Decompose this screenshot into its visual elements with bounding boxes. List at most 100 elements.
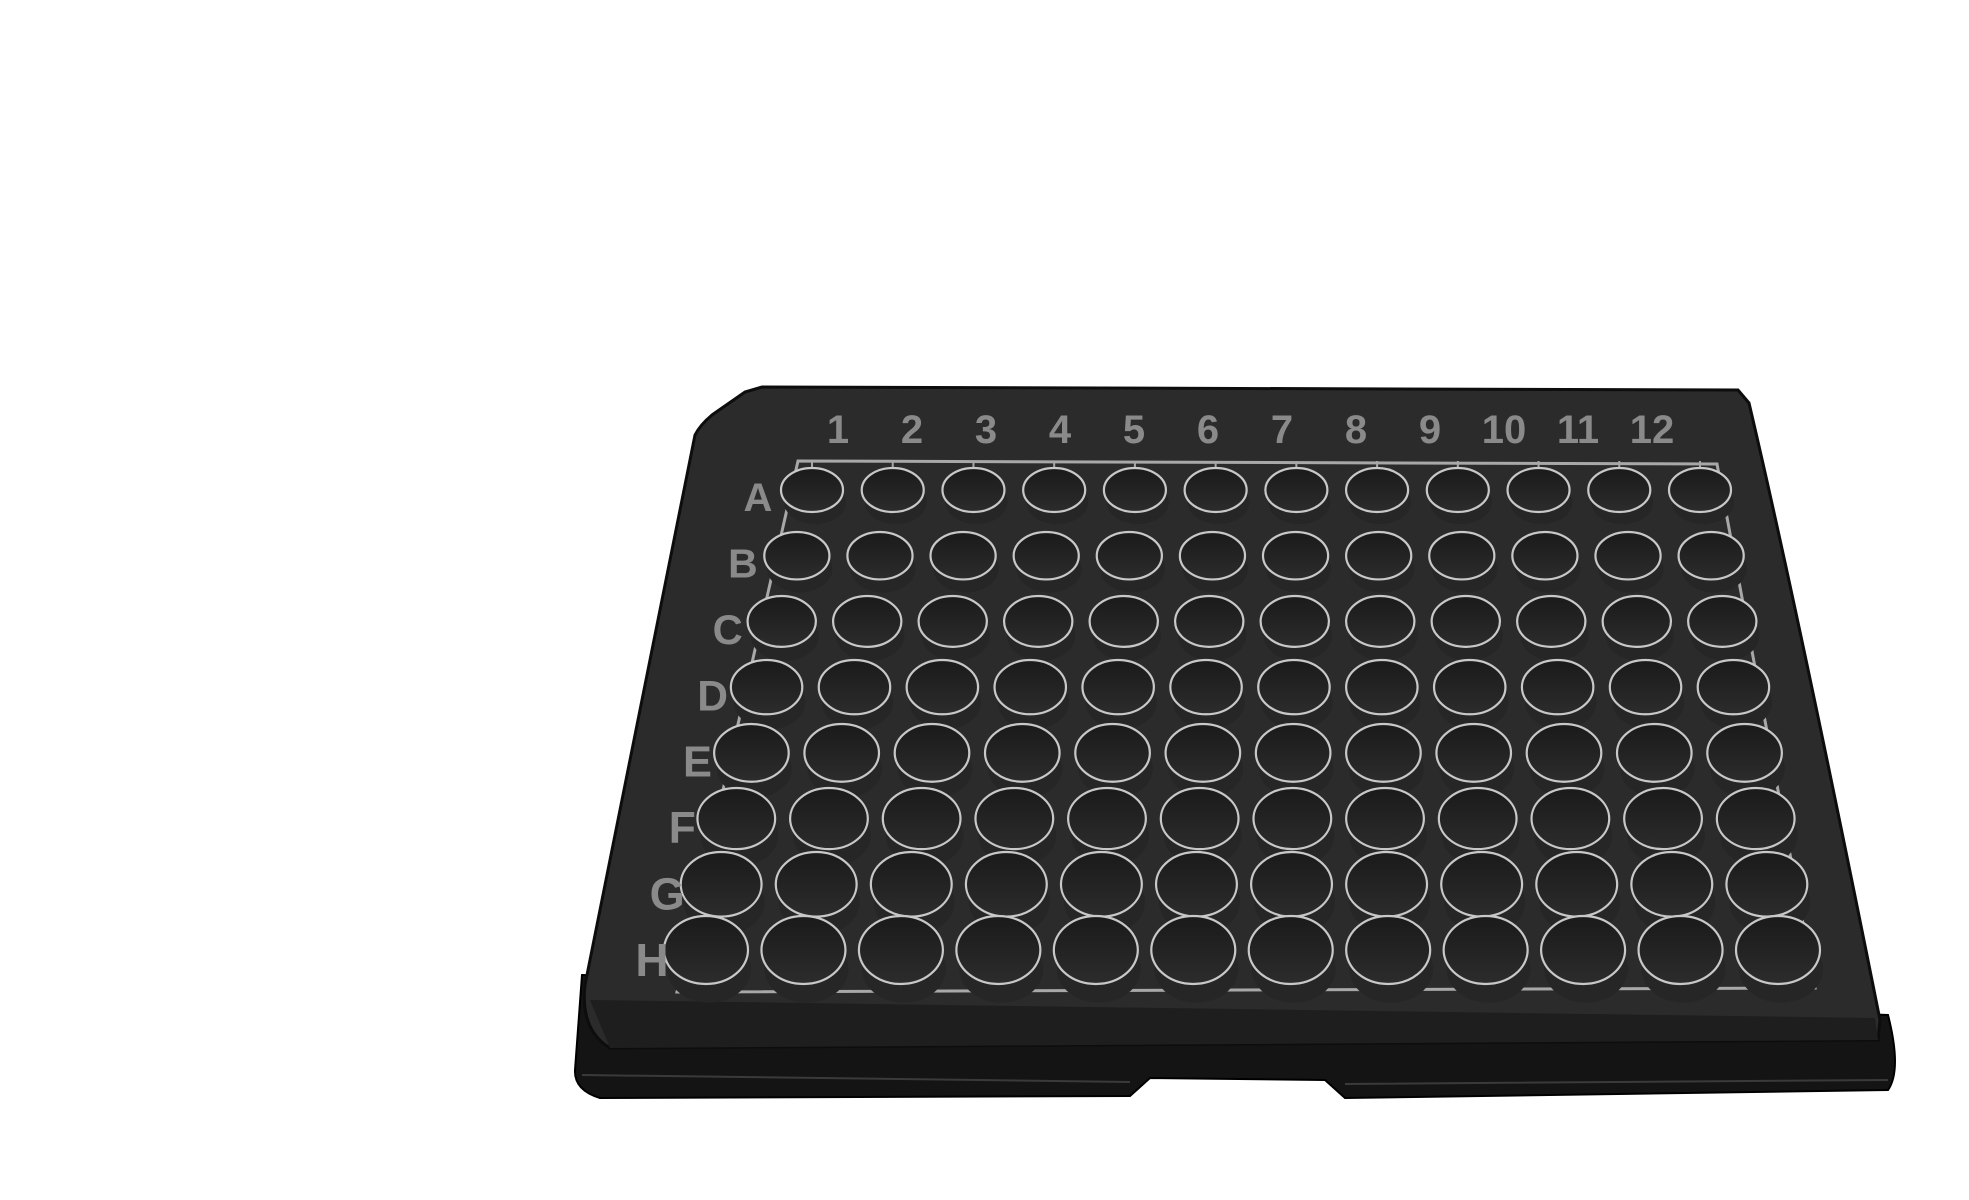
well-rim (831, 594, 903, 648)
well-rim (779, 466, 845, 514)
row-label-A: A (744, 476, 773, 520)
well-rim (1261, 530, 1330, 581)
well-B5 (1095, 530, 1165, 593)
well-C6 (1174, 594, 1247, 661)
well-D12 (1696, 658, 1773, 730)
row-label-F: F (669, 804, 696, 853)
well-E9 (1435, 722, 1514, 798)
well-H5 (1052, 914, 1141, 1003)
well-E5 (1074, 722, 1153, 798)
column-label-3: 3 (975, 408, 997, 452)
well-rim (1183, 466, 1248, 514)
well-rim (662, 914, 750, 986)
well-F11 (1623, 786, 1705, 866)
well-B4 (1012, 530, 1082, 593)
well-H2 (760, 914, 849, 1003)
well-A5 (1102, 466, 1169, 525)
well-D4 (993, 658, 1069, 730)
well-H9 (1442, 914, 1531, 1003)
well-rim (1159, 786, 1240, 851)
row-label-G: G (650, 869, 685, 920)
well-rim (1002, 594, 1074, 648)
well-rim (1520, 658, 1595, 716)
well-rim (1345, 658, 1419, 716)
well-E6 (1164, 722, 1244, 798)
well-rim (1169, 658, 1243, 716)
well-rim (974, 786, 1055, 851)
well-rim (1677, 530, 1745, 581)
well-B9 (1428, 530, 1498, 593)
well-rim (729, 658, 804, 716)
well-rim (1725, 850, 1809, 918)
well-E8 (1345, 722, 1424, 798)
well-C9 (1430, 594, 1503, 661)
well-rim (929, 530, 997, 581)
well-F8 (1345, 786, 1427, 866)
well-rim (917, 594, 988, 648)
well-D5 (1081, 658, 1157, 730)
well-rim (964, 850, 1048, 918)
row-label-C: C (713, 606, 743, 653)
row-label-D: D (697, 672, 728, 720)
well-H4 (955, 914, 1044, 1003)
column-label-1: 1 (827, 408, 849, 452)
well-rim (1250, 850, 1334, 918)
well-rim (983, 722, 1061, 783)
row-label-E: E (683, 739, 712, 787)
plate-skirt-highlight (581, 1074, 1889, 1085)
well-D3 (905, 658, 982, 730)
well-F1 (696, 786, 779, 866)
well-rim (1623, 786, 1703, 851)
well-rim (1345, 530, 1413, 581)
well-rim (1525, 722, 1603, 783)
well-D7 (1257, 658, 1333, 730)
well-C10 (1516, 594, 1589, 661)
well-F10 (1530, 786, 1613, 866)
well-rim (1059, 850, 1143, 918)
well-C3 (917, 594, 990, 661)
well-D6 (1169, 658, 1245, 730)
well-B8 (1345, 530, 1415, 593)
row-label-H: H (635, 934, 668, 986)
well-F9 (1437, 786, 1520, 866)
well-rim (1608, 658, 1683, 716)
well-D1 (729, 658, 806, 730)
well-rim (1252, 786, 1333, 851)
column-label-6: 6 (1197, 408, 1219, 452)
well-E7 (1254, 722, 1334, 798)
well-rim (1506, 466, 1571, 514)
well-F7 (1252, 786, 1335, 866)
well-rim (1615, 722, 1693, 783)
well-rim (1247, 914, 1334, 986)
well-A1 (779, 466, 846, 525)
well-rim (1432, 658, 1507, 716)
well-rim (1067, 786, 1147, 851)
well-rim (860, 466, 925, 514)
well-rim (881, 786, 962, 851)
well-F5 (1067, 786, 1149, 866)
well-A9 (1425, 466, 1492, 525)
well-H12 (1734, 914, 1823, 1003)
well-rim (1594, 530, 1662, 581)
well-H1 (662, 914, 751, 1003)
well-rim (696, 786, 777, 851)
well-rim (1734, 914, 1822, 986)
well-C8 (1345, 594, 1418, 661)
plate-top-bevel (590, 1000, 1878, 1048)
well-rim (1430, 594, 1502, 648)
column-label-8: 8 (1345, 408, 1367, 452)
column-label-7: 7 (1271, 408, 1293, 452)
well-C2 (831, 594, 905, 661)
well-rim (1516, 594, 1587, 648)
well-rim (1687, 594, 1758, 648)
well-rim (1345, 786, 1425, 851)
well-rim (1154, 850, 1238, 918)
well-H10 (1539, 914, 1629, 1003)
well-A10 (1506, 466, 1573, 525)
well-rim (1706, 722, 1783, 783)
column-label-12: 12 (1630, 408, 1675, 452)
well-E3 (893, 722, 973, 798)
well-rim (1259, 594, 1330, 648)
